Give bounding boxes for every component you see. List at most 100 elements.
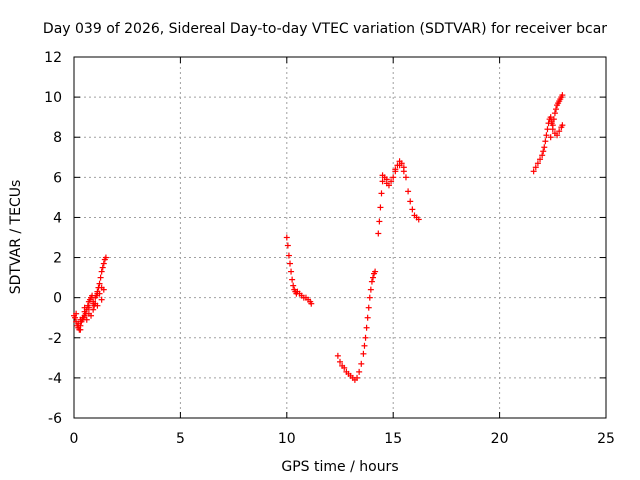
data-point — [366, 294, 373, 301]
data-point — [532, 164, 539, 171]
x-tick-label: 15 — [384, 431, 402, 447]
data-point — [308, 300, 315, 307]
data-point — [73, 310, 80, 317]
data-point — [360, 350, 367, 357]
data-point — [364, 314, 371, 321]
data-point — [390, 174, 397, 181]
y-axis-label: SDTVAR / TECUs — [8, 180, 24, 295]
data-point — [289, 276, 296, 283]
data-point — [544, 126, 551, 133]
data-point — [400, 168, 407, 175]
data-point — [548, 120, 555, 127]
data-point — [547, 114, 554, 121]
data-point — [81, 304, 88, 311]
data-point — [539, 152, 546, 159]
data-point — [534, 160, 541, 167]
data-point — [550, 116, 557, 123]
x-axis-label: GPS time / hours — [281, 459, 398, 475]
data-points — [71, 92, 566, 383]
data-point — [72, 314, 79, 321]
data-point — [396, 162, 403, 169]
data-point — [356, 368, 363, 375]
data-point — [375, 230, 382, 237]
y-tick-label: 2 — [53, 251, 62, 267]
data-point — [99, 264, 106, 271]
y-tick-label: 12 — [44, 50, 62, 66]
data-point — [285, 252, 292, 259]
x-tick-label: 25 — [597, 431, 615, 447]
data-point — [369, 274, 376, 281]
data-point — [290, 282, 297, 289]
data-point — [379, 172, 386, 179]
y-tick-label: 8 — [53, 130, 62, 146]
data-point — [362, 334, 369, 341]
data-point — [542, 138, 549, 145]
data-point — [98, 296, 105, 303]
y-tick-label: -4 — [48, 371, 62, 387]
data-point — [361, 342, 368, 349]
data-point — [77, 316, 84, 323]
data-point — [530, 168, 537, 175]
data-point — [83, 316, 90, 323]
data-point — [341, 364, 348, 371]
data-point — [102, 254, 109, 261]
data-point — [284, 242, 291, 249]
data-point — [405, 188, 412, 195]
data-point — [85, 310, 92, 317]
data-point — [376, 218, 383, 225]
data-point — [367, 286, 374, 293]
data-point — [552, 106, 559, 113]
data-point — [100, 260, 107, 267]
data-point — [90, 300, 97, 307]
plot-frame — [73, 56, 607, 419]
data-point — [559, 92, 566, 99]
data-point — [549, 126, 556, 133]
data-point — [541, 144, 548, 151]
data-point — [372, 268, 379, 275]
data-point — [337, 358, 343, 365]
data-point — [368, 278, 375, 285]
x-tick-label: 5 — [176, 431, 185, 447]
data-point — [77, 326, 84, 333]
axis-ticks — [73, 56, 607, 419]
data-point — [94, 302, 101, 309]
y-tick-label: -2 — [48, 331, 62, 347]
data-point — [75, 320, 82, 327]
data-point — [98, 268, 105, 275]
y-tick-label: 0 — [53, 291, 62, 307]
data-point — [407, 198, 414, 205]
data-point — [286, 260, 293, 267]
data-point — [388, 178, 395, 185]
data-point — [402, 174, 409, 181]
data-point — [551, 110, 558, 117]
y-tick-label: 10 — [44, 90, 62, 106]
y-tick-label: 4 — [53, 210, 62, 226]
x-tick-label: 20 — [491, 431, 509, 447]
data-point — [354, 374, 361, 381]
x-tick-label: 10 — [278, 431, 296, 447]
data-point — [543, 132, 550, 139]
data-point — [96, 280, 103, 287]
data-point — [377, 204, 384, 211]
data-point — [98, 284, 105, 291]
data-point — [334, 352, 341, 359]
y-tick-label: 6 — [53, 170, 62, 186]
data-point — [94, 290, 101, 297]
data-point — [288, 268, 295, 275]
data-point — [283, 234, 290, 241]
data-point — [537, 156, 544, 163]
data-point — [383, 180, 390, 187]
data-point — [556, 128, 563, 135]
data-point — [97, 274, 104, 281]
data-point — [547, 134, 554, 141]
data-point — [409, 206, 416, 213]
data-point — [554, 132, 561, 139]
data-point — [559, 122, 566, 129]
data-point — [92, 294, 99, 301]
y-tick-label: -6 — [48, 411, 62, 427]
grid-lines — [74, 57, 606, 418]
chart-title: Day 039 of 2026, Sidereal Day-to-day VTE… — [43, 21, 607, 37]
data-point — [540, 148, 547, 155]
